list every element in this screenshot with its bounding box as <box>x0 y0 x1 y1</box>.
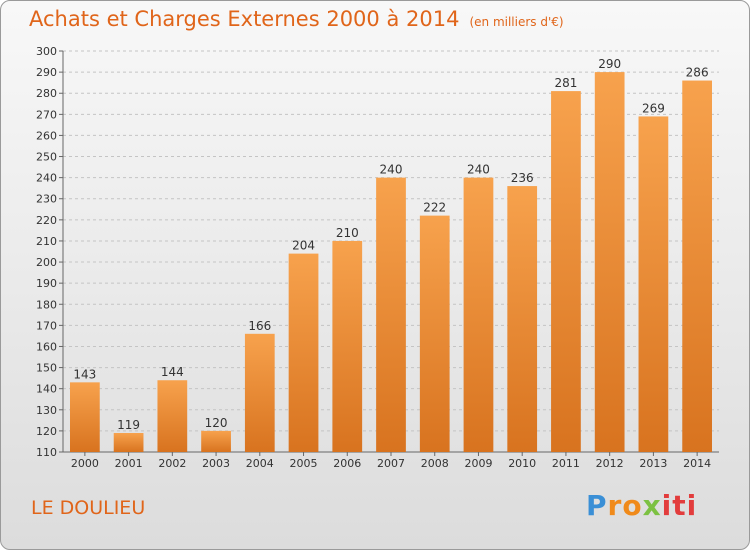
x-tick-label: 2008 <box>421 457 449 470</box>
bar-value-label: 166 <box>248 319 271 333</box>
y-tick-label: 120 <box>36 425 57 438</box>
bar <box>69 382 100 452</box>
y-tick-label: 300 <box>36 45 57 58</box>
y-tick-label: 180 <box>36 298 57 311</box>
bar <box>376 177 406 452</box>
logo-part: iti <box>661 489 698 522</box>
logo-part: ro <box>607 489 643 522</box>
y-tick-label: 260 <box>36 129 57 142</box>
bar-value-label: 286 <box>686 66 709 80</box>
bar-value-label: 204 <box>292 239 315 253</box>
y-tick-label: 130 <box>36 404 57 417</box>
bar-value-label: 143 <box>73 367 96 381</box>
x-tick-label: 2011 <box>552 457 580 470</box>
bar-value-label: 210 <box>336 226 359 240</box>
bar-value-label: 144 <box>161 365 184 379</box>
y-tick-label: 280 <box>36 87 57 100</box>
x-tick-label: 2000 <box>71 457 99 470</box>
bar-value-label: 281 <box>554 76 577 90</box>
bar-value-label: 236 <box>511 171 534 185</box>
x-tick-label: 2003 <box>202 457 230 470</box>
bar-value-label: 119 <box>117 418 140 432</box>
bar-value-label: 240 <box>380 163 403 177</box>
bar-value-label: 290 <box>598 57 621 71</box>
bar <box>682 80 713 453</box>
commune-name: LE DOULIEU <box>31 497 146 519</box>
y-tick-label: 110 <box>36 446 57 459</box>
bar-value-label: 269 <box>642 101 665 115</box>
x-tick-label: 2006 <box>333 457 361 470</box>
bar-value-label: 120 <box>205 416 228 430</box>
bar <box>244 333 275 452</box>
bar <box>113 433 144 452</box>
y-tick-label: 210 <box>36 235 57 248</box>
y-tick-label: 270 <box>36 108 57 121</box>
x-tick-label: 2004 <box>246 457 274 470</box>
bar <box>638 116 669 452</box>
x-tick-label: 2001 <box>115 457 143 470</box>
bar-value-label: 240 <box>467 163 490 177</box>
y-tick-label: 290 <box>36 66 57 79</box>
logo-part: x <box>642 489 662 522</box>
bar-value-label: 222 <box>423 201 446 215</box>
x-tick-label: 2007 <box>377 457 405 470</box>
x-tick-label: 2012 <box>596 457 624 470</box>
chart-unit: (en milliers d'€) <box>469 15 564 29</box>
bar <box>463 177 494 452</box>
bar <box>594 72 625 453</box>
bar <box>551 91 581 452</box>
x-tick-label: 2002 <box>158 457 186 470</box>
y-tick-label: 150 <box>36 362 57 375</box>
y-tick-label: 190 <box>36 277 57 290</box>
x-tick-label: 2013 <box>639 457 667 470</box>
bar <box>157 380 188 452</box>
y-tick-label: 170 <box>36 319 57 332</box>
logo-part: P <box>586 489 608 522</box>
y-tick-label: 140 <box>36 383 57 396</box>
x-tick-label: 2005 <box>290 457 318 470</box>
data-labels: 143 119 144 120 166 204 210 240 222 240 236 281 290 2… <box>73 57 708 432</box>
x-tick-label: 2010 <box>508 457 536 470</box>
y-tick-label: 230 <box>36 193 57 206</box>
x-tick-label: 2009 <box>464 457 492 470</box>
y-tick-label: 250 <box>36 151 57 164</box>
bars <box>69 72 713 453</box>
bar <box>507 186 538 453</box>
proxiti-logo: Proxiti <box>586 489 697 522</box>
x-tick-label: 2014 <box>683 457 711 470</box>
bar <box>332 240 363 452</box>
bar <box>419 215 450 452</box>
chart-title-row: Achats et Charges Externes 2000 à 2014 (e… <box>29 7 564 31</box>
y-tick-label: 240 <box>36 172 57 185</box>
bar <box>288 253 319 452</box>
y-tick-label: 160 <box>36 340 57 353</box>
y-tick-label: 200 <box>36 256 57 269</box>
chart-title: Achats et Charges Externes 2000 à 2014 <box>29 7 460 31</box>
bar <box>201 430 231 452</box>
y-tick-label: 220 <box>36 214 57 227</box>
